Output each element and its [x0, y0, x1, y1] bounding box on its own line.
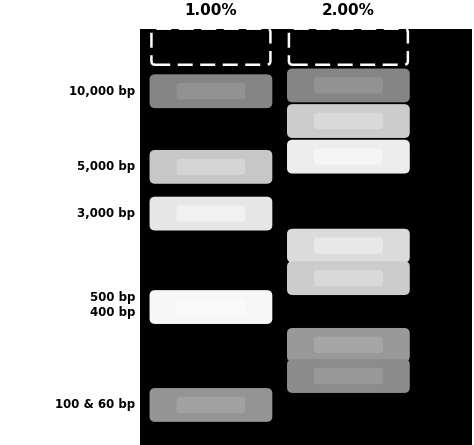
Text: 5,000 bp: 5,000 bp	[77, 160, 135, 174]
Text: 10,000 bp: 10,000 bp	[69, 85, 135, 98]
FancyBboxPatch shape	[140, 29, 472, 445]
FancyBboxPatch shape	[176, 206, 246, 222]
FancyBboxPatch shape	[314, 149, 383, 165]
FancyBboxPatch shape	[314, 77, 383, 93]
FancyBboxPatch shape	[314, 238, 383, 254]
FancyBboxPatch shape	[314, 270, 383, 286]
FancyBboxPatch shape	[176, 159, 246, 175]
Text: 2.00%: 2.00%	[322, 3, 375, 18]
FancyBboxPatch shape	[287, 359, 410, 393]
FancyBboxPatch shape	[287, 261, 410, 295]
FancyBboxPatch shape	[149, 74, 272, 108]
Text: 3,000 bp: 3,000 bp	[77, 207, 135, 220]
FancyBboxPatch shape	[287, 69, 410, 102]
FancyBboxPatch shape	[176, 397, 246, 413]
Text: 500 bp
400 bp: 500 bp 400 bp	[90, 291, 135, 319]
FancyBboxPatch shape	[149, 150, 272, 184]
FancyBboxPatch shape	[176, 299, 246, 315]
FancyBboxPatch shape	[287, 104, 410, 138]
FancyBboxPatch shape	[149, 290, 272, 324]
Text: 1.00%: 1.00%	[184, 3, 237, 18]
FancyBboxPatch shape	[176, 83, 246, 99]
FancyBboxPatch shape	[149, 197, 272, 231]
FancyBboxPatch shape	[287, 328, 410, 362]
FancyBboxPatch shape	[287, 140, 410, 174]
Text: 100 & 60 bp: 100 & 60 bp	[55, 398, 135, 412]
FancyBboxPatch shape	[149, 388, 272, 422]
FancyBboxPatch shape	[314, 368, 383, 384]
FancyBboxPatch shape	[314, 113, 383, 129]
FancyBboxPatch shape	[287, 229, 410, 263]
FancyBboxPatch shape	[314, 337, 383, 353]
